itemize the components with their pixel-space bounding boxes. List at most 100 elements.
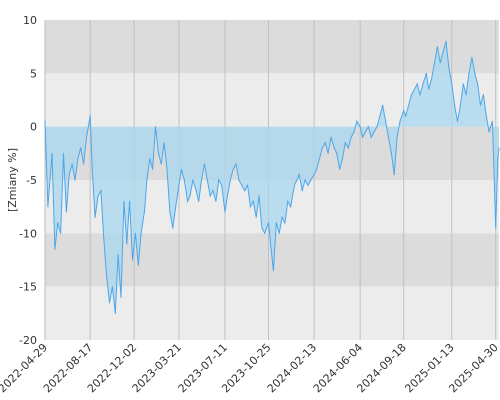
data-point <box>241 184 243 186</box>
data-point <box>117 254 119 256</box>
data-point <box>367 126 369 128</box>
data-point <box>454 104 456 106</box>
data-point <box>293 184 295 186</box>
data-point <box>431 78 433 80</box>
data-point <box>152 168 154 170</box>
data-point <box>488 131 490 133</box>
data-point <box>327 152 329 154</box>
data-point <box>373 131 375 133</box>
data-point <box>287 200 289 202</box>
data-point <box>448 67 450 69</box>
data-point <box>229 179 231 181</box>
data-point <box>77 158 79 160</box>
x-axis-ticks: 2022-04-292022-08-172022-12-022023-03-21… <box>0 341 500 395</box>
y-tick-label: 0 <box>30 121 37 134</box>
data-point <box>298 174 300 176</box>
data-point <box>126 243 128 245</box>
data-point <box>468 72 470 74</box>
data-point <box>226 195 228 197</box>
data-point <box>57 222 59 224</box>
data-point <box>187 200 189 202</box>
data-point <box>284 222 286 224</box>
data-point <box>456 120 459 122</box>
data-point <box>169 211 171 213</box>
data-point <box>336 152 338 154</box>
data-point <box>318 158 321 160</box>
data-point <box>249 206 251 208</box>
data-point <box>203 163 205 165</box>
data-point <box>232 168 234 170</box>
data-point <box>479 104 482 106</box>
data-point <box>413 88 415 90</box>
data-point <box>278 232 280 234</box>
data-point <box>157 152 159 154</box>
y-tick-label: -10 <box>19 227 37 240</box>
data-point <box>178 184 180 186</box>
data-point <box>428 88 430 90</box>
data-point <box>396 136 398 138</box>
data-point <box>146 179 148 181</box>
data-point <box>382 104 384 106</box>
data-point <box>379 115 381 117</box>
data-point <box>304 179 306 181</box>
data-point <box>419 94 421 96</box>
data-point <box>209 195 211 197</box>
data-point <box>491 120 493 122</box>
data-point <box>180 168 182 170</box>
data-point <box>154 126 157 128</box>
data-point <box>385 120 387 122</box>
band <box>45 20 499 74</box>
data-point <box>183 179 185 181</box>
data-point <box>281 216 283 218</box>
data-point <box>370 136 372 138</box>
data-point <box>134 232 136 234</box>
data-point <box>324 142 326 144</box>
data-point <box>425 72 427 74</box>
data-point <box>339 168 341 170</box>
series-area-fill <box>45 41 499 314</box>
data-point <box>330 136 332 138</box>
data-point <box>350 136 352 138</box>
data-point <box>393 174 395 176</box>
data-point <box>83 163 85 165</box>
data-point <box>54 248 56 250</box>
y-axis-title: [Zmiany %] <box>6 148 19 212</box>
data-point <box>224 211 226 213</box>
data-point <box>120 296 122 298</box>
data-point <box>137 264 139 266</box>
y-tick-label: -15 <box>19 281 37 294</box>
data-point <box>313 174 315 176</box>
y-tick-label: 5 <box>30 67 37 80</box>
data-point <box>65 211 67 213</box>
data-point <box>364 131 367 133</box>
data-point <box>60 232 62 234</box>
y-axis-ticks: 10 5 0 -5 -10 -15 -20 <box>19 14 37 347</box>
data-point <box>301 190 303 192</box>
data-point <box>390 152 392 154</box>
data-point <box>175 206 177 208</box>
data-point <box>71 163 73 165</box>
data-point <box>195 190 197 192</box>
data-point <box>238 179 240 181</box>
data-point <box>403 110 405 112</box>
data-point <box>451 83 453 85</box>
y-tick-label: -5 <box>26 174 37 187</box>
data-point <box>80 147 82 149</box>
data-point <box>477 83 479 85</box>
data-point <box>143 211 145 213</box>
data-point <box>103 238 105 240</box>
data-point <box>321 147 323 149</box>
data-point <box>100 190 102 192</box>
data-point <box>192 179 194 181</box>
data-point <box>62 152 65 154</box>
data-point <box>399 120 401 122</box>
data-point <box>359 126 361 128</box>
data-point <box>108 302 111 304</box>
data-point <box>341 158 344 160</box>
data-point <box>244 190 246 192</box>
data-point <box>261 227 263 229</box>
data-point <box>123 200 125 202</box>
data-point <box>270 243 272 245</box>
data-point <box>422 83 424 85</box>
